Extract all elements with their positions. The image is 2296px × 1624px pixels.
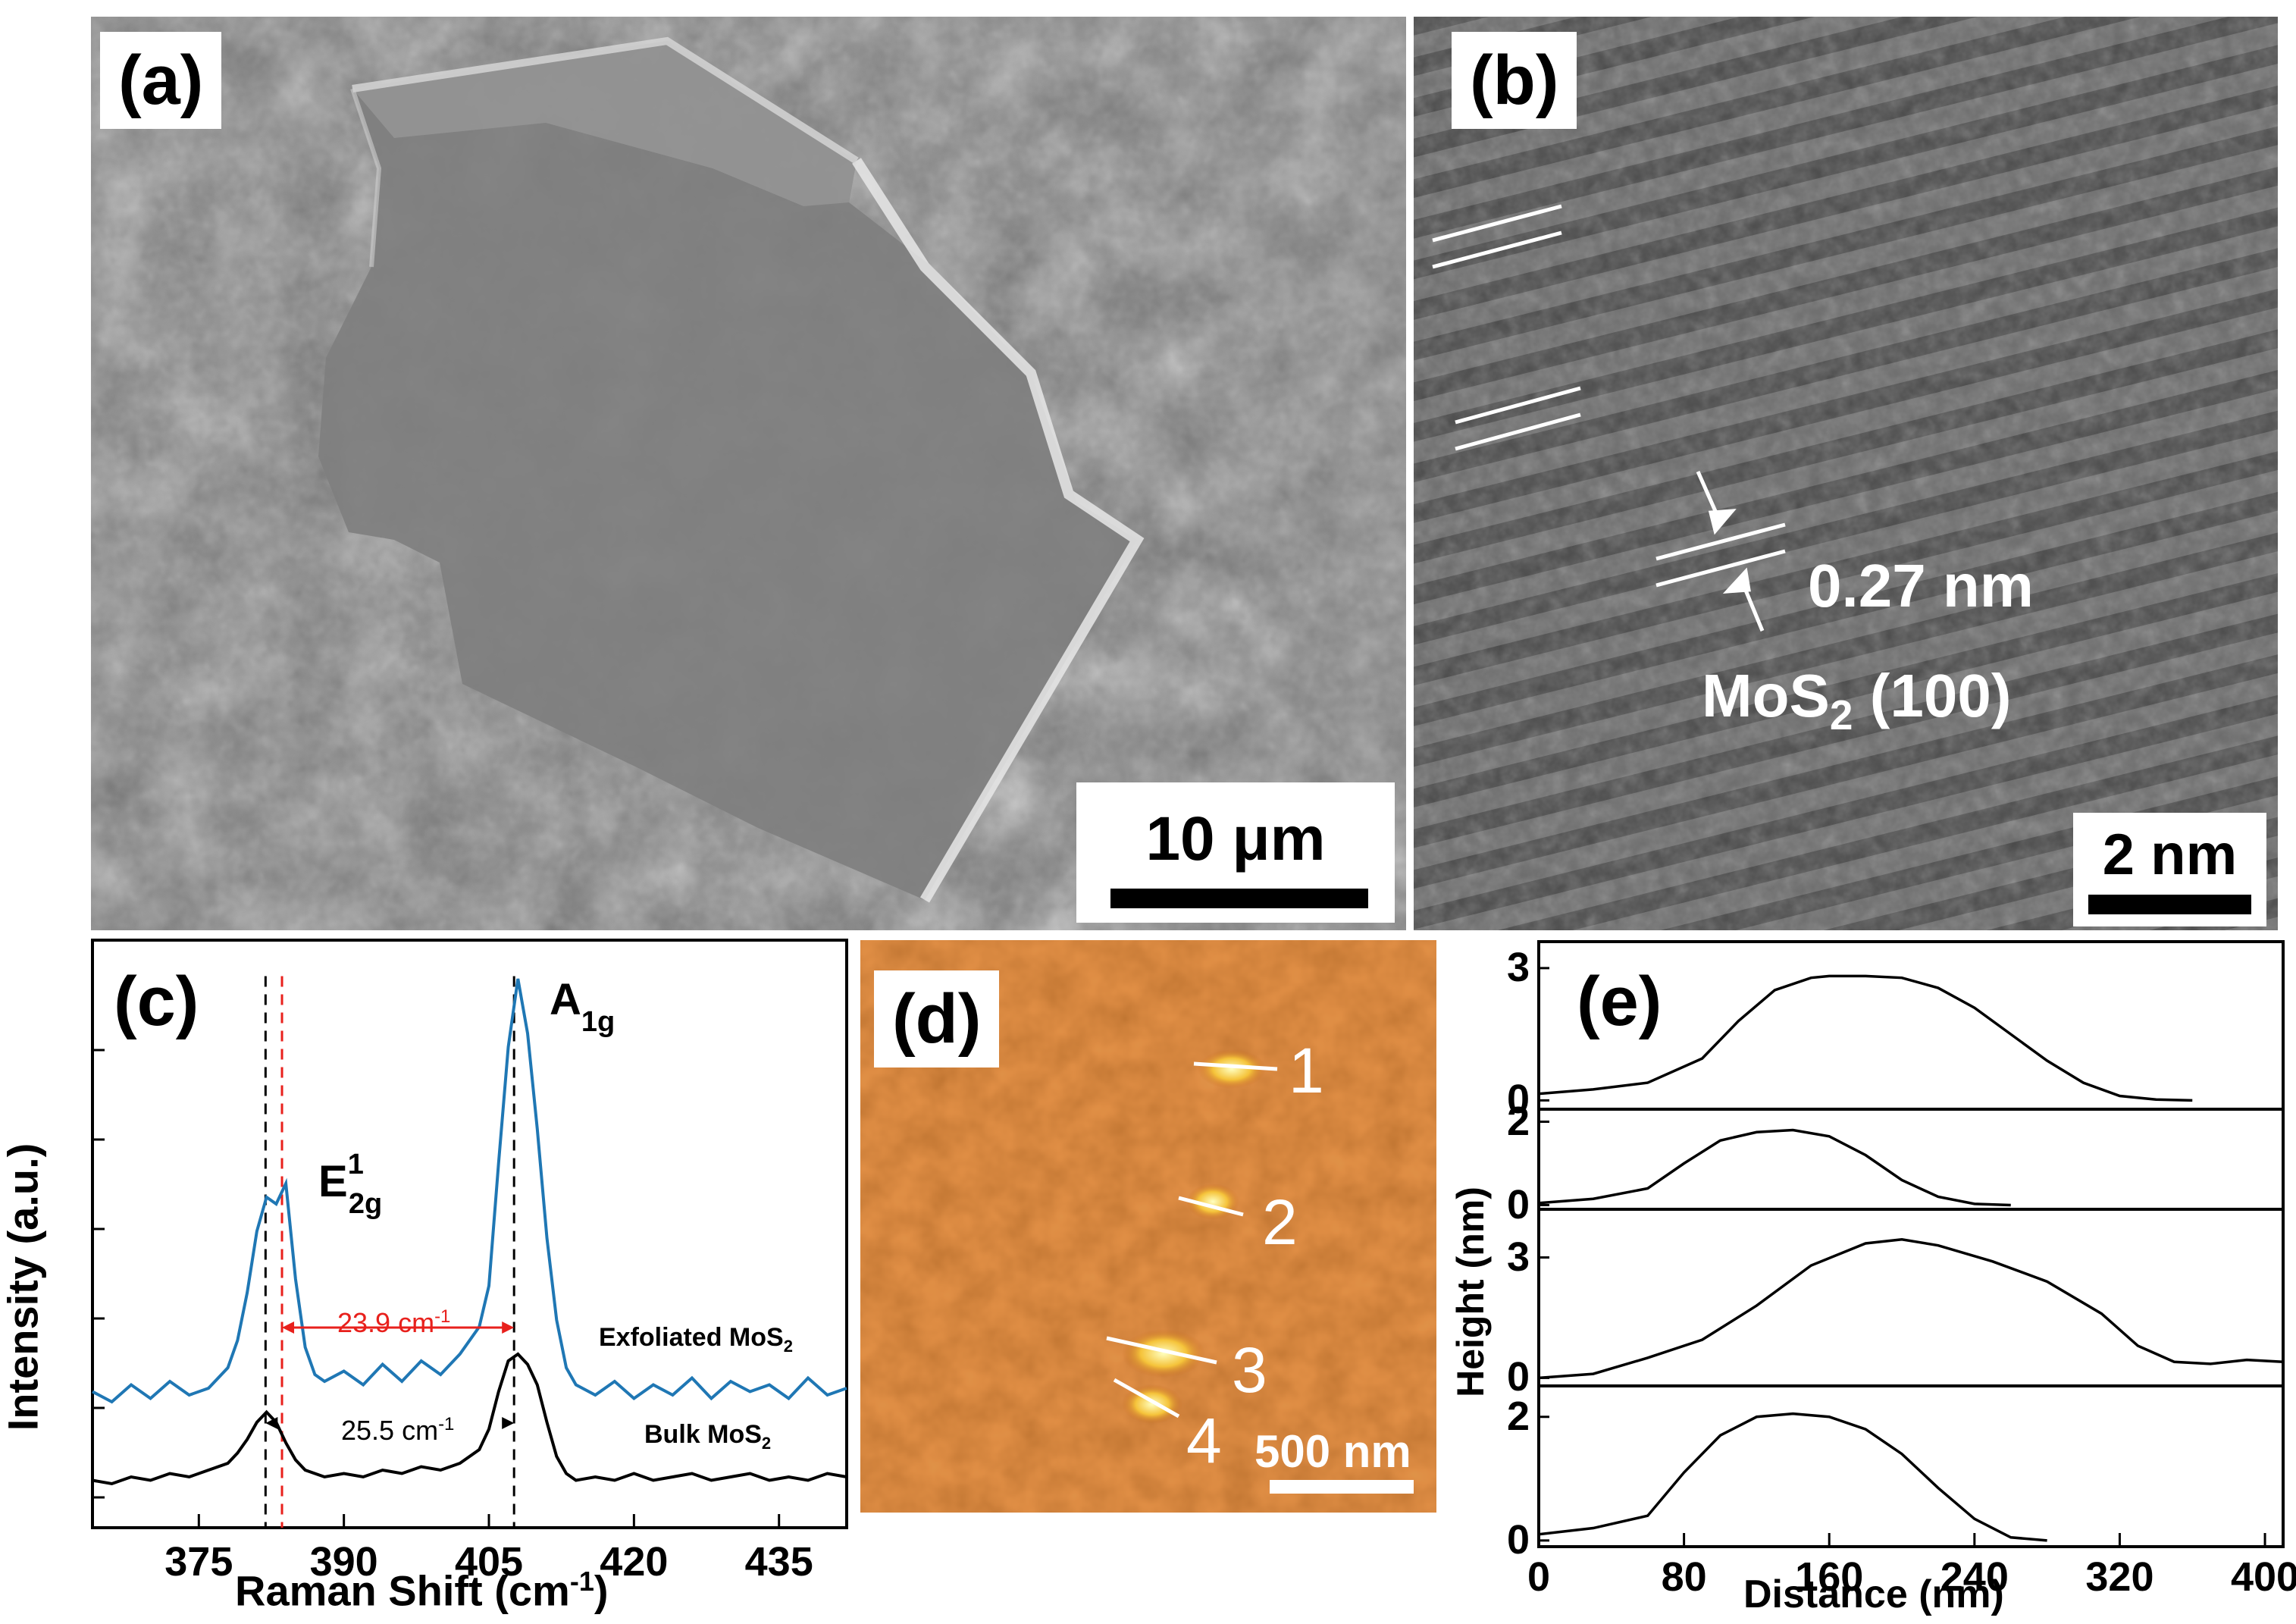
panel-d-scalebar [1270,1480,1414,1494]
height-x-tick-label: 160 [1795,1554,1864,1600]
panel-e-label: (e) [1577,963,1662,1040]
height-x-axis-title: Distance (nm) [1743,1572,2004,1616]
mos2-flake [318,41,1137,900]
a1g-peak-label: A1g [550,975,616,1038]
panel-a-scalebar [1110,889,1368,908]
panel-b-scalebar [2088,895,2251,914]
sem-image [91,17,1406,930]
exfoliated-gap-label: 23.9 cm-1 [337,1306,451,1338]
bulk-series-label: Bulk MoS2 [644,1420,772,1453]
height-y-tick-label: 3 [1506,1234,1530,1280]
panel-b-label: (b) [1452,32,1577,129]
height-profile-line-2 [1538,1128,2011,1207]
bulk-gap-arrowhead [265,1417,278,1429]
bulk-gap-arrowhead [502,1417,515,1429]
spacing-arrows [1696,470,1765,632]
panel-a-sem-image: (a) 10 μm [91,17,1406,930]
bulk-gap-label: 25.5 cm-1 [341,1414,455,1446]
height-subplot-frame [1537,1384,2285,1548]
raman-x-tick-label: 405 [454,1539,524,1585]
panel-d-label: (d) [874,970,1000,1068]
marker-1: 1 [1289,1035,1324,1106]
panel-a-scalebar-text: 10 μm [1145,804,1326,873]
exfoliated-mos2-series [92,978,847,1404]
fringe-marker-lines [1432,204,1786,588]
height-x-tick-label: 240 [1940,1554,2009,1600]
panel-c-label: (c) [114,963,199,1040]
raman-y-axis-title: Intensity (a.u.) [0,1143,47,1431]
height-x-tick-label: 320 [2085,1554,2154,1600]
e2g-peak-label: E12g [318,1149,383,1220]
raman-x-tick-label: 375 [164,1539,233,1585]
height-y-tick-label: 2 [1506,1098,1530,1144]
raman-x-tick-label: 420 [600,1539,669,1585]
exfoliated-gap-arrowhead [502,1321,515,1334]
panel-a-label: (a) [100,32,222,129]
exfoliated-gap-arrowhead [282,1321,295,1334]
panel-d-scalebar-text: 500 nm [1254,1426,1411,1477]
height-y-tick-label: 2 [1506,1393,1530,1439]
height-profile-line-3 [1538,1237,2284,1380]
panel-a-scalebar-box: 10 μm [1076,782,1395,923]
height-y-tick-label: 0 [1506,1181,1530,1227]
raman-chart-svg [91,939,848,1529]
raman-x-tick-label: 390 [309,1539,378,1585]
panel-c-raman-chart: (c) Intensity (a.u.) Raman Shift (cm-1) … [0,936,857,1624]
lattice-spacing-label: 0.27 nm [1808,552,2034,619]
tem-image [1414,17,2278,930]
marker-3: 3 [1232,1334,1267,1406]
raman-x-tick-label: 435 [744,1539,813,1585]
raman-plot-frame [91,939,848,1529]
height-y-tick-label: 0 [1506,1077,1530,1123]
height-subplot-frame [1537,1108,2285,1211]
exfoliated-series-label: Exfoliated MoS2 [599,1323,793,1356]
raman-x-axis-title: Raman Shift (cm-1) [235,1566,609,1615]
particle-3 [1122,1329,1205,1378]
height-y-tick-label: 3 [1506,944,1530,990]
height-chart-svg [1537,940,2285,1548]
marker-4: 4 [1186,1405,1222,1476]
profile-lines [1106,1061,1278,1419]
panel-b-scalebar-text: 2 nm [2102,823,2238,887]
height-x-tick-label: 400 [2230,1554,2296,1600]
height-profile-line-4 [1538,1412,2047,1542]
height-y-tick-label: 0 [1506,1354,1530,1400]
lattice-plane-label: MoS2 (100) [1702,662,2012,738]
panel-d-afm-image: (d) 1 2 3 4 500 nm [860,940,1436,1513]
panel-b-scalebar-box: 2 nm [2073,813,2266,926]
height-y-tick-label: 0 [1506,1516,1530,1563]
marker-2: 2 [1262,1187,1298,1258]
height-profile-line-1 [1538,974,2193,1102]
panel-b-tem-image: (b) 0.27 nm MoS2 (100) 2 nm [1414,17,2278,930]
height-x-tick-label: 80 [1661,1554,1707,1600]
bulk-mos2-series [92,1352,847,1486]
height-x-tick-label: 0 [1527,1554,1551,1600]
particle-1 [1198,1049,1266,1089]
